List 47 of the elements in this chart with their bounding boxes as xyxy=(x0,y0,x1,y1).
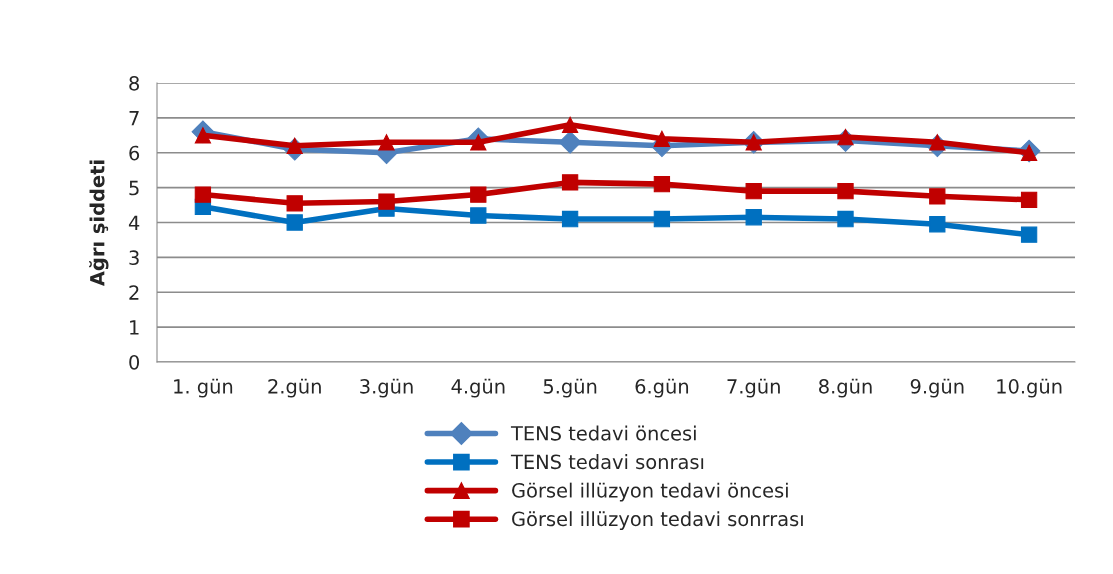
x-tick-label: 2.gün xyxy=(268,378,321,398)
point xyxy=(286,195,303,212)
y-tick-label: 6 xyxy=(129,145,140,161)
point xyxy=(470,186,487,203)
point xyxy=(929,188,946,205)
x-tick-label: 9.gün xyxy=(910,378,964,398)
point xyxy=(653,130,671,147)
x-tick-label: 10.gün xyxy=(997,378,1062,398)
point xyxy=(286,214,303,231)
y-tick-label: 4 xyxy=(128,215,140,230)
point xyxy=(558,130,582,154)
point xyxy=(837,182,854,200)
x-tick-label: 6.gün xyxy=(635,378,689,398)
point xyxy=(561,116,579,134)
point xyxy=(378,134,395,151)
point xyxy=(561,210,579,228)
y-tick-label: 7 xyxy=(129,111,139,126)
y-tick-label: 1 xyxy=(130,320,139,335)
legend-label: TENS tedavi öncesi xyxy=(510,425,696,441)
legend-label: Görsel illüzyon tedavi sonrrası xyxy=(512,511,803,531)
point xyxy=(653,210,671,228)
legend-label: Görsel illüzyon tedavi öncesi xyxy=(512,482,788,502)
point xyxy=(1020,226,1038,243)
point xyxy=(194,186,212,203)
y-tick-label: 0 xyxy=(129,354,140,370)
x-tick-label: 8.gün xyxy=(819,378,872,398)
y-tick-label: 8 xyxy=(129,75,139,91)
point xyxy=(194,127,212,144)
x-tick-label: 7.gün xyxy=(727,378,780,398)
point xyxy=(745,182,762,200)
x-tick-label: 5.gün xyxy=(543,378,597,398)
point xyxy=(561,174,579,191)
point xyxy=(653,175,671,193)
point xyxy=(745,209,762,226)
legend-label: TENS tedavi sonrası xyxy=(510,454,704,470)
y-tick-label: 5 xyxy=(129,180,139,196)
point xyxy=(378,193,395,210)
y-tick-label: 2 xyxy=(129,285,139,300)
x-tick-label: 4.gün xyxy=(451,378,505,398)
point xyxy=(929,216,946,233)
y-tick-label: 3 xyxy=(129,250,139,266)
x-tick-label: 1. gün xyxy=(174,378,233,398)
x-tick-label: 3.gün xyxy=(360,378,413,398)
point xyxy=(837,210,854,228)
point xyxy=(1020,191,1038,208)
y-axis-title: Ağrı şiddeti xyxy=(89,160,109,287)
point xyxy=(470,207,487,224)
